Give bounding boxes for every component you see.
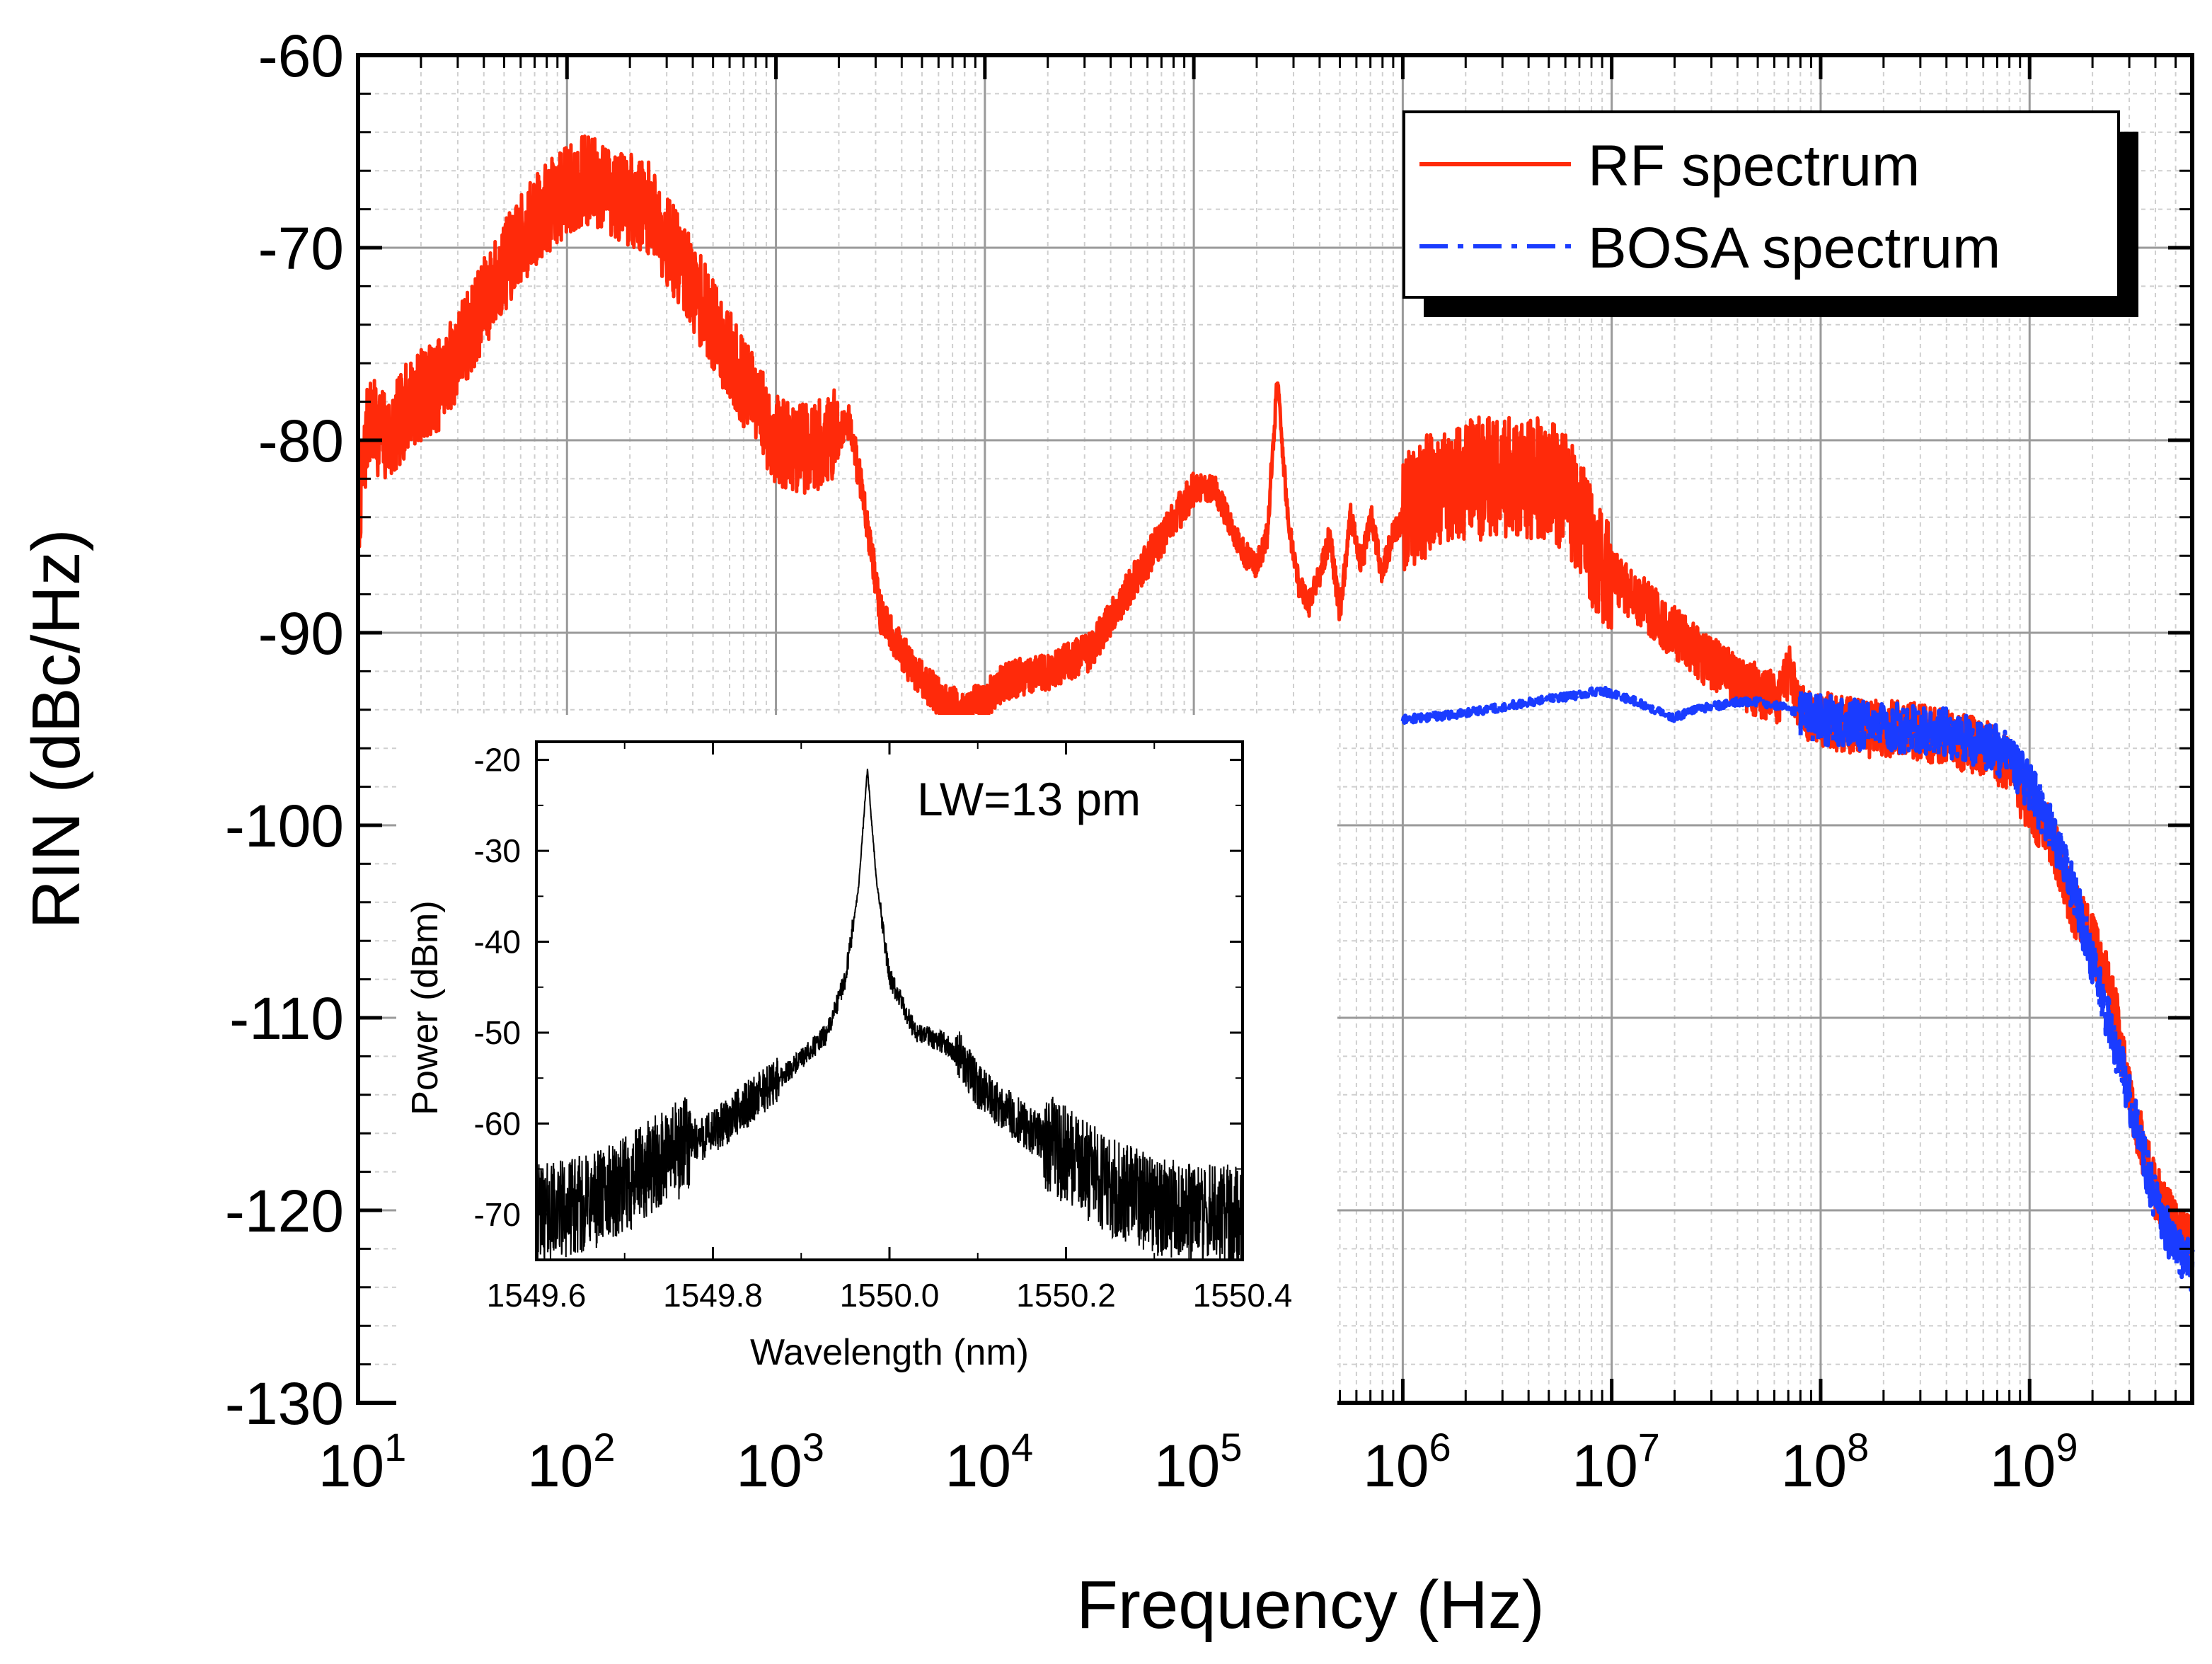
y-tick-label: -100 <box>225 793 344 859</box>
inset-y-axis-title: Power (dBm) <box>405 900 446 1115</box>
y-tick-label: -120 <box>225 1178 344 1244</box>
legend-label-bosa: BOSA spectrum <box>1588 216 2000 280</box>
x-tick-label: 104 <box>945 1425 1034 1499</box>
inset-background <box>396 715 1337 1408</box>
x-tick-label: 106 <box>1363 1425 1451 1499</box>
inset-y-tick-label: -40 <box>474 924 521 960</box>
y-tick-label: -60 <box>258 23 344 89</box>
inset-y-tick-label: -50 <box>474 1014 521 1051</box>
x-tick-label: 108 <box>1781 1425 1870 1499</box>
y-tick-label: -130 <box>225 1370 344 1437</box>
inset-chart: -20 -30 -40 -50 -60 -70 1549.6 1549.8 1550.0 155… <box>396 715 1337 1408</box>
y-tick-label: -70 <box>258 215 344 282</box>
inset-y-tick-label: -70 <box>474 1196 521 1233</box>
series-bosa-spectrum <box>1400 686 2195 1292</box>
legend-label-rf: RF spectrum <box>1588 134 1920 198</box>
y-tick-label: -90 <box>258 600 344 667</box>
y-tick-label: -110 <box>229 985 344 1052</box>
x-axis-title: Frequency (Hz) <box>1076 1567 1545 1643</box>
x-tick-label: 109 <box>1990 1425 2078 1499</box>
inset-x-tick-labels: 1549.6 1549.8 1550.0 1550.2 1550.4 <box>487 1277 1293 1314</box>
inset-axis-ticks <box>535 742 1244 1261</box>
y-tick-label: -80 <box>258 408 344 474</box>
x-tick-label: 103 <box>736 1425 824 1499</box>
inset-series-spectrum <box>536 769 1243 1261</box>
x-tick-label: 105 <box>1154 1425 1243 1499</box>
y-axis-title: RIN (dBc/Hz) <box>18 529 94 929</box>
inset-x-tick-label: 1550.4 <box>1193 1277 1293 1314</box>
inset-x-tick-label: 1550.0 <box>840 1277 940 1314</box>
inset-x-tick-label: 1549.8 <box>663 1277 763 1314</box>
x-axis-tick-labels: 101 102 103 104 105 106 107 108 109 <box>318 1425 2078 1499</box>
x-tick-label: 102 <box>527 1425 616 1499</box>
inset-linewidth-annotation: LW=13 pm <box>917 773 1141 825</box>
inset-series-layer <box>536 769 1243 1261</box>
inset-y-tick-label: -60 <box>474 1105 521 1142</box>
legend: RF spectrum BOSA spectrum <box>1402 110 2138 317</box>
inset-x-tick-label: 1549.6 <box>487 1277 587 1314</box>
inset-x-axis-title: Wavelength (nm) <box>750 1332 1029 1373</box>
inset-y-tick-label: -20 <box>474 742 521 779</box>
y-axis-tick-labels: -60 -70 -80 -90 -100 -110 -120 -130 <box>225 23 344 1437</box>
inset-y-tick-labels: -20 -30 -40 -50 -60 -70 <box>474 742 521 1233</box>
inset-x-tick-label: 1550.2 <box>1016 1277 1116 1314</box>
x-tick-label: 101 <box>318 1425 407 1499</box>
legend-box <box>1402 110 2120 299</box>
main-series-layer <box>356 134 2195 1292</box>
x-tick-label: 107 <box>1572 1425 1660 1499</box>
inset-y-tick-label: -30 <box>474 832 521 869</box>
